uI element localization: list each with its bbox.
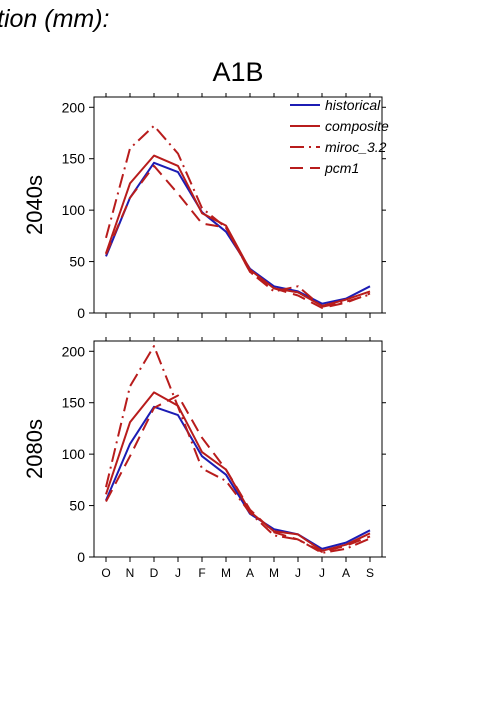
y-tick-label: 150 xyxy=(62,151,86,167)
y-tick-label: 0 xyxy=(77,305,85,321)
y-tick-label: 200 xyxy=(62,343,86,359)
series-line-pcm1 xyxy=(105,394,371,553)
x-tick-label: J xyxy=(175,566,181,580)
x-tick-label: S xyxy=(366,566,374,580)
header-title: tion (mm): xyxy=(0,5,110,33)
panel-2080s: 2080s 0 50 100 150 200 xyxy=(22,337,386,565)
legend-label: historical xyxy=(325,97,381,113)
legend-label: composite xyxy=(325,118,389,134)
y-tick-label: 50 xyxy=(69,498,85,514)
series-line-historical xyxy=(105,161,371,305)
x-tick-label: M xyxy=(269,566,279,580)
panel-2040s: 2040s 0 50 100 150 200 xyxy=(22,93,386,321)
panel-label-2080s: 2080s xyxy=(22,419,47,479)
legend-label: pcm1 xyxy=(324,160,359,176)
series-line-pcm1 xyxy=(105,164,371,309)
plot-frame xyxy=(93,340,383,558)
y-tick-label: 100 xyxy=(62,202,86,218)
y-tick-label: 200 xyxy=(62,99,86,115)
x-tick-label: J xyxy=(319,566,325,580)
panel-label-2040s: 2040s xyxy=(22,175,47,235)
x-tick-label: N xyxy=(126,566,135,580)
series-line-miroc-3-2 xyxy=(105,124,371,308)
x-tick-label: A xyxy=(342,566,350,580)
scenario-title: A1B xyxy=(212,57,263,87)
series-line-composite xyxy=(105,391,371,552)
y-tick-label: 150 xyxy=(62,395,86,411)
series-line-miroc-3-2 xyxy=(105,345,371,554)
y-tick-label: 50 xyxy=(69,254,85,270)
x-tick-label: F xyxy=(198,566,205,580)
x-tick-label: M xyxy=(221,566,231,580)
x-tick-label: O xyxy=(101,566,110,580)
plot-frame xyxy=(93,96,383,314)
x-tick-label: J xyxy=(295,566,301,580)
y-tick-label: 0 xyxy=(77,549,85,565)
legend: historical composite miroc_3.2 pcm1 xyxy=(290,97,389,176)
legend-label: miroc_3.2 xyxy=(325,139,387,155)
x-tick-label: A xyxy=(246,566,254,580)
x-tick-label: D xyxy=(150,566,159,580)
y-tick-label: 100 xyxy=(62,446,86,462)
series-line-historical xyxy=(105,405,371,550)
